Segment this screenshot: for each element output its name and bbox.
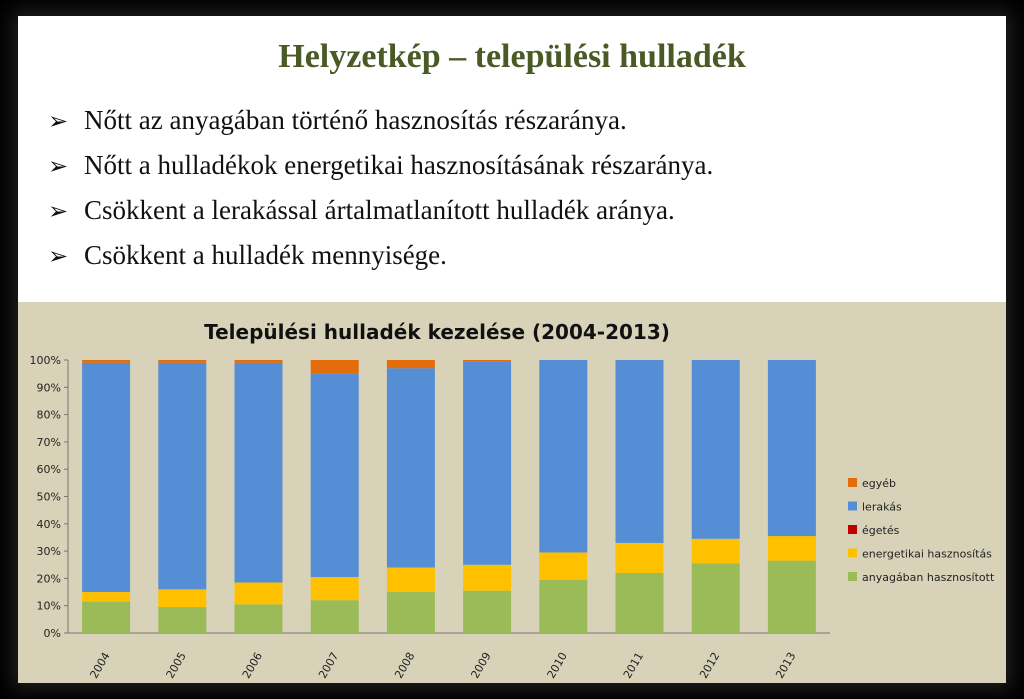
bar-segment: [615, 542, 664, 573]
bar-segment: [539, 552, 588, 580]
legend-label: lerakás: [862, 501, 902, 514]
arrow-bullet-icon: ➢: [48, 199, 69, 225]
slide-title: Helyzetkép – települési hulladék: [278, 38, 746, 75]
legend-swatch: [848, 478, 857, 487]
y-tick-label: 70%: [37, 436, 61, 449]
bar-segment: [82, 601, 131, 633]
legend-label: egyéb: [862, 477, 896, 490]
bar-segment: [615, 572, 664, 633]
bar-segment: [691, 563, 740, 633]
y-tick-label: 20%: [37, 572, 61, 585]
legend-label: energetikai hasznosítás: [862, 548, 992, 561]
chart-panel: Települési hulladék kezelése (2004-2013)…: [18, 302, 1006, 683]
x-tick-label: 2004: [87, 650, 112, 681]
arrow-bullet-icon: ➢: [48, 154, 69, 180]
bar-segment: [386, 592, 435, 633]
bar-segment: [82, 360, 131, 363]
bar-segment: [310, 360, 359, 374]
arrow-bullet-icon: ➢: [48, 244, 69, 270]
bar-segment: [386, 360, 435, 369]
bar-segment: [463, 361, 512, 565]
bar-segment: [310, 373, 359, 578]
legend-label: égetés: [862, 524, 900, 537]
bar-segment: [158, 607, 207, 633]
bar-segment: [82, 592, 131, 602]
bar-segment: [463, 360, 512, 362]
bar-segment: [158, 362, 207, 590]
bar-segment: [463, 590, 512, 633]
bar-segment: [310, 577, 359, 601]
bar-segment: [386, 368, 435, 568]
x-tick-label: 2005: [164, 650, 189, 681]
y-tick-label: 100%: [30, 354, 61, 367]
bar-segment: [615, 360, 664, 543]
bullet-text: Csökkent a lerakással ártalmatlanított h…: [84, 195, 675, 225]
y-tick-label: 60%: [37, 463, 61, 476]
bar-segment: [691, 538, 740, 564]
bar-segment: [463, 564, 512, 591]
bar-segment: [158, 589, 207, 608]
x-tick-label: 2006: [240, 650, 265, 681]
bar-segment: [234, 362, 283, 583]
bar-segment: [158, 360, 207, 363]
bar-segment: [234, 360, 283, 363]
legend-swatch: [848, 525, 857, 534]
bar-segment: [691, 360, 740, 539]
bar-segment: [539, 360, 588, 553]
y-tick-label: 50%: [37, 491, 61, 504]
bullet-item: ➢ Nőtt a hulladékok energetikai hasznosít…: [48, 145, 713, 190]
bullet-item: ➢ Csökkent a lerakással ártalmatlanított …: [48, 190, 713, 235]
bullet-text: Nőtt a hulladékok energetikai hasznosítá…: [84, 150, 714, 180]
bullet-text: Nőtt az anyagában történő hasznosítás ré…: [84, 105, 627, 135]
x-tick-label: 2009: [468, 650, 493, 681]
bullet-list: ➢ Nőtt az anyagában történő hasznosítás r…: [48, 100, 713, 280]
x-tick-label: 2013: [773, 650, 798, 681]
legend-swatch: [848, 572, 857, 581]
x-tick-label: 2011: [621, 650, 646, 681]
y-tick-label: 90%: [37, 381, 61, 394]
legend-swatch: [848, 501, 857, 511]
x-tick-label: 2010: [545, 650, 570, 681]
arrow-bullet-icon: ➢: [48, 109, 69, 135]
bar-segment: [234, 582, 283, 605]
bullet-text: Csökkent a hulladék mennyisége.: [84, 240, 447, 270]
bar-segment: [310, 600, 359, 633]
chart-title: Települési hulladék kezelése (2004-2013): [204, 320, 670, 344]
y-tick-label: 40%: [37, 518, 61, 531]
x-tick-label: 2007: [316, 650, 341, 681]
stacked-bar-chart: 0% 10% 20% 30% 40% 50% 60% 70% 80% 90% 100% 2004 200…: [30, 354, 995, 681]
bullet-item: ➢ Csökkent a hulladék mennyisége.: [48, 235, 713, 280]
bar-segment: [386, 567, 435, 593]
bar-segment: [82, 362, 131, 593]
x-tick-label: 2012: [697, 650, 722, 681]
y-tick-label: 30%: [37, 545, 61, 558]
bullet-item: ➢ Nőtt az anyagában történő hasznosítás r…: [48, 100, 713, 145]
slide: Helyzetkép – települési hulladék ➢ Nőtt a…: [18, 16, 1006, 683]
y-tick-label: 0%: [44, 627, 61, 640]
bar-segment: [767, 536, 816, 561]
bar-segment: [767, 360, 816, 537]
bar-segment: [234, 604, 283, 633]
y-tick-label: 80%: [37, 409, 61, 422]
legend-label: anyagában hasznosított: [862, 571, 995, 584]
bar-segment: [767, 560, 816, 633]
y-tick-label: 10%: [37, 600, 61, 613]
x-tick-label: 2008: [392, 650, 417, 681]
legend-swatch: [848, 548, 857, 558]
bar-segment: [539, 579, 588, 633]
